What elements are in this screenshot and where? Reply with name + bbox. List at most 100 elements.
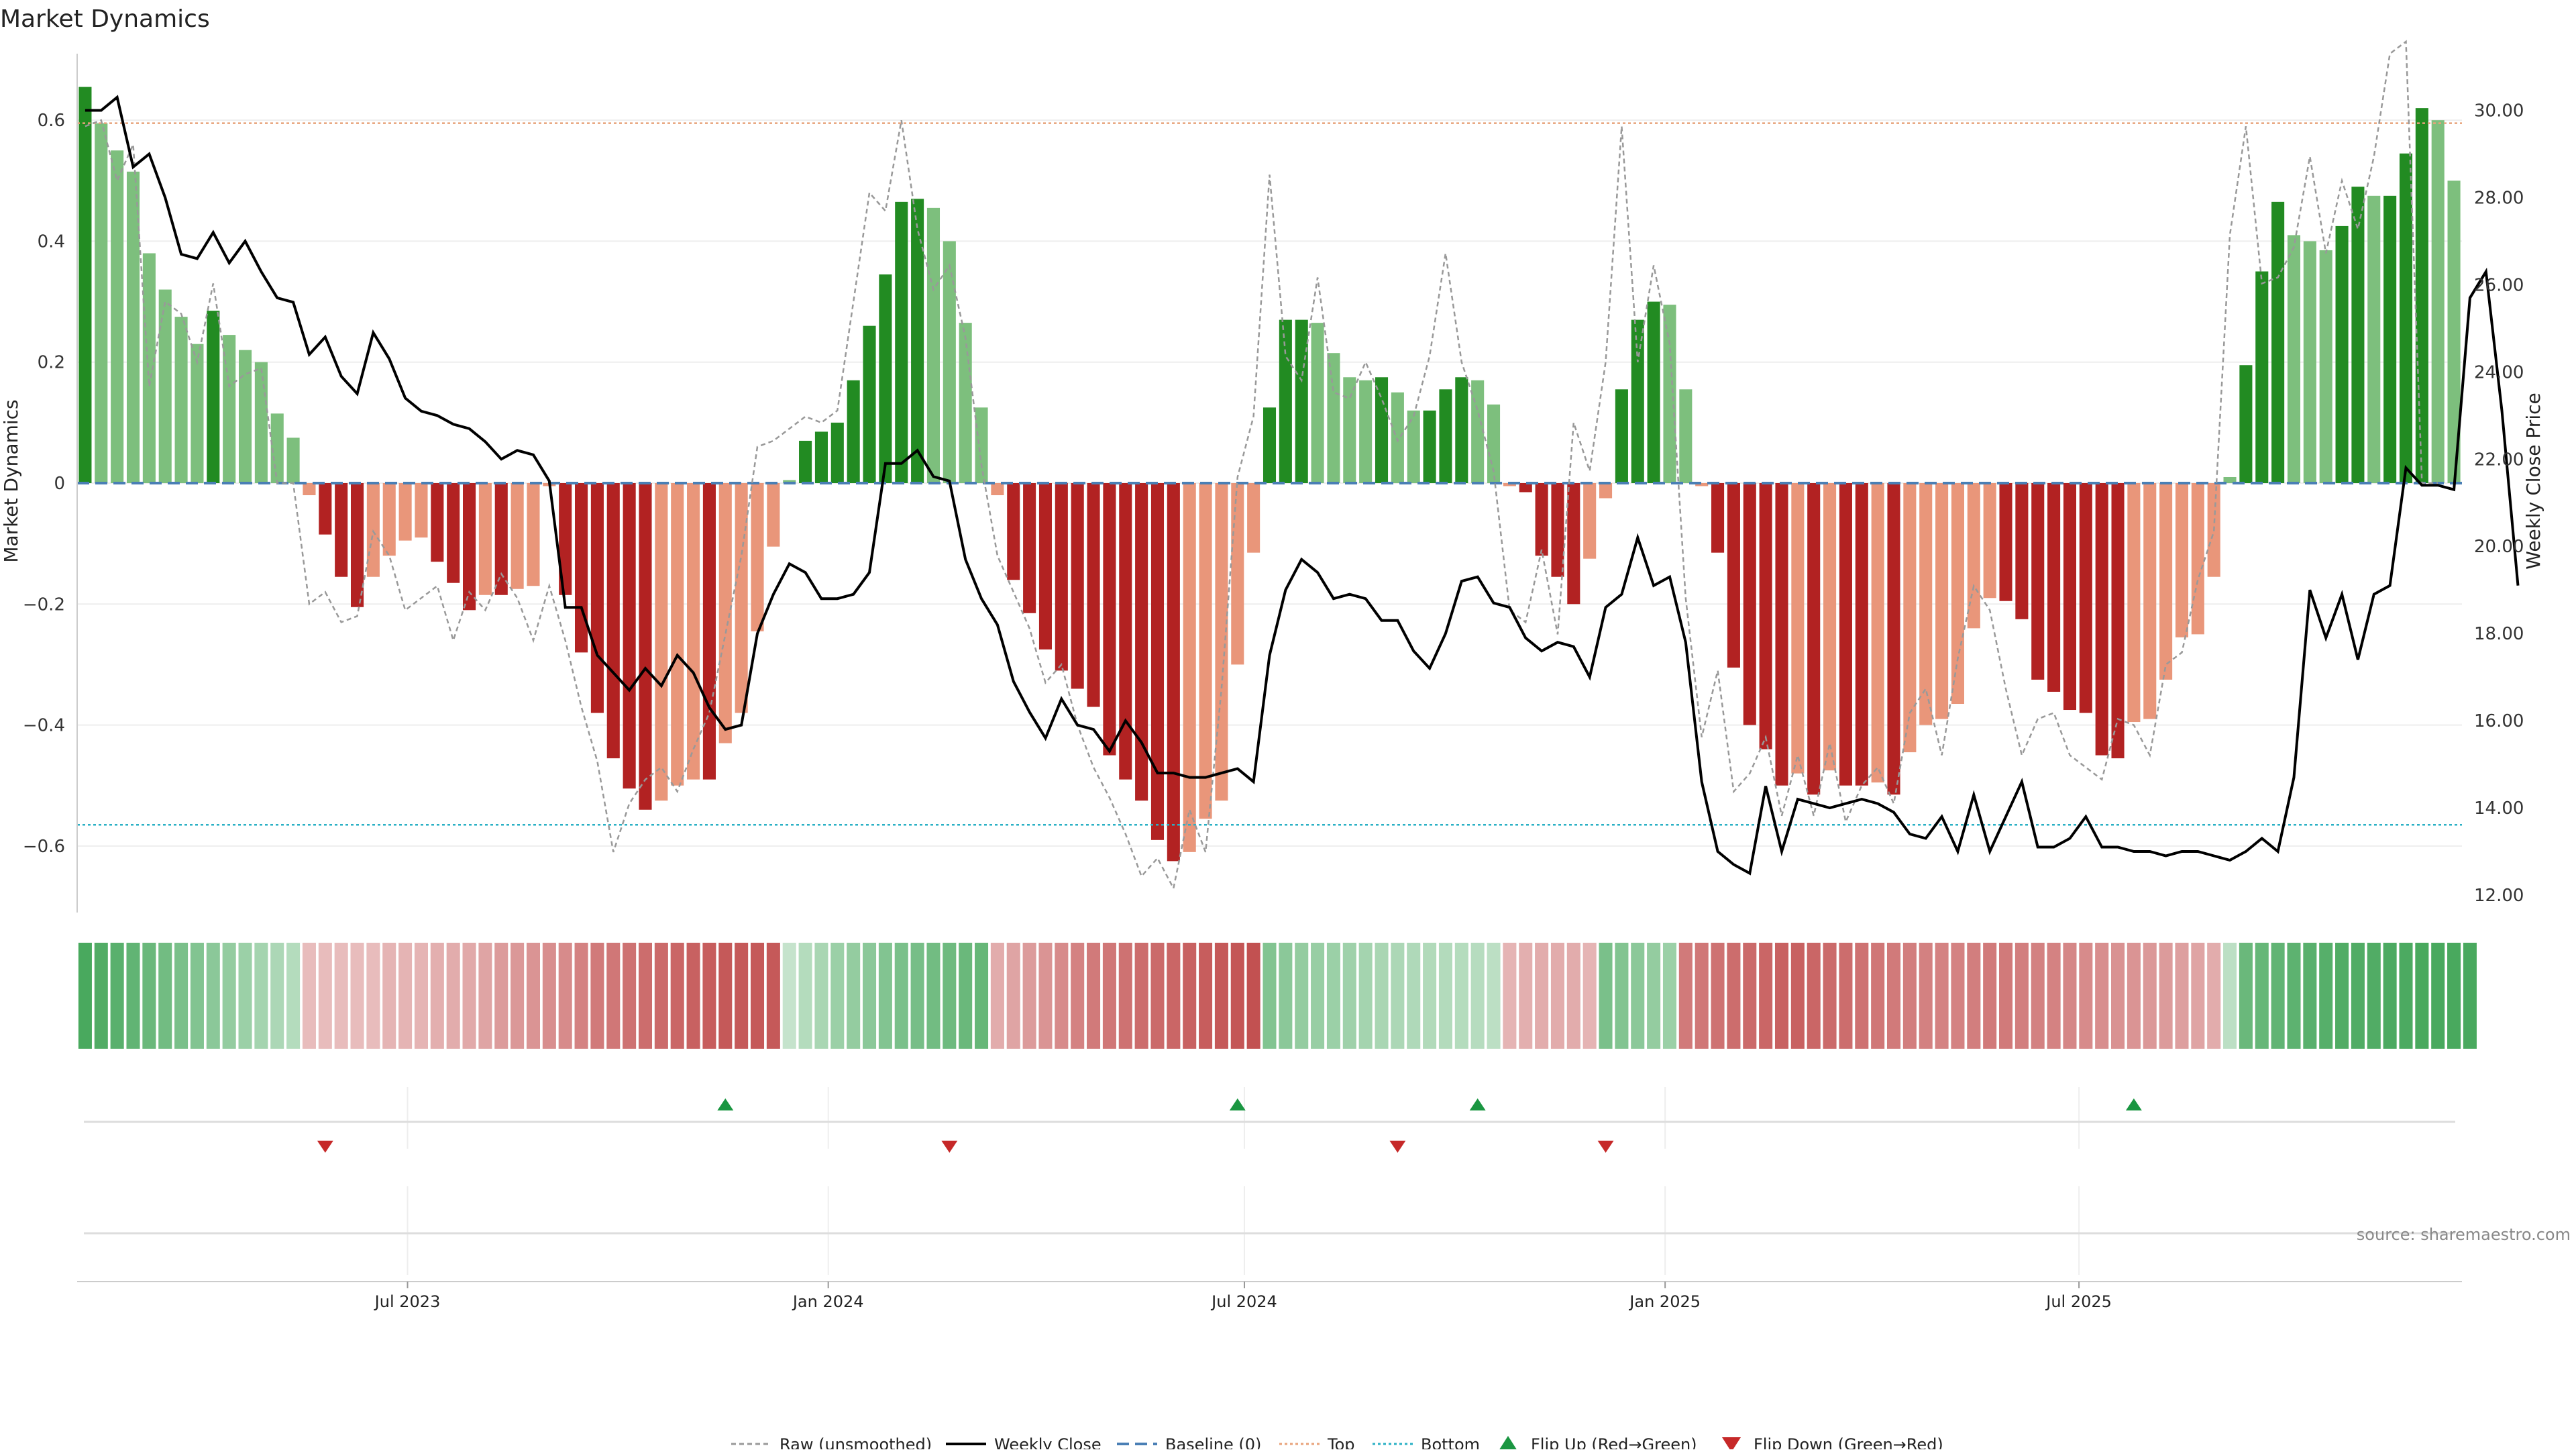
- bars-group: [78, 87, 2461, 862]
- strip-cell: [2143, 943, 2157, 1049]
- dynamics-bar: [847, 380, 860, 483]
- strip-cell: [222, 943, 236, 1049]
- strip-cell: [1407, 943, 1421, 1049]
- strip-cell: [878, 943, 892, 1049]
- dynamics-bar: [463, 483, 476, 611]
- strip-cell: [910, 943, 924, 1049]
- source-note: source: sharemaestro.com: [2357, 1225, 2571, 1244]
- strip-cell: [766, 943, 780, 1049]
- dynamics-bar: [1391, 392, 1404, 483]
- strip-cell: [2255, 943, 2269, 1049]
- y-tick-label: 0.4: [38, 231, 65, 252]
- dynamics-bar: [207, 311, 220, 483]
- legend-baseline-label: Baseline (0): [1165, 1435, 1261, 1449]
- dynamics-bar: [799, 440, 812, 483]
- dynamics-bar: [95, 123, 108, 483]
- dynamics-bar: [1519, 483, 1532, 492]
- strip-cell: [1118, 943, 1132, 1049]
- strip-cell: [2399, 943, 2413, 1049]
- y2-tick-label: 28.00: [2474, 188, 2524, 208]
- strip-cell: [1790, 943, 1805, 1049]
- strip-cell: [1230, 943, 1244, 1049]
- dynamics-bar: [879, 274, 892, 483]
- dynamics-bar: [1951, 483, 1964, 705]
- dynamics-bar: [2031, 483, 2045, 680]
- strip-cell: [334, 943, 348, 1049]
- dynamics-bar: [1791, 483, 1805, 774]
- dynamics-bar: [303, 483, 316, 496]
- dynamics-bar: [1311, 323, 1324, 483]
- y-tick-label: 0.2: [38, 353, 65, 373]
- dynamics-bar: [223, 335, 236, 483]
- strip-cell: [638, 943, 653, 1049]
- strip-cell: [286, 943, 301, 1049]
- strip-cell: [1454, 943, 1468, 1049]
- strip-cell: [606, 943, 621, 1049]
- dynamics-bar: [830, 422, 844, 483]
- dynamics-bar: [1711, 483, 1725, 553]
- dynamics-bar: [1487, 404, 1501, 483]
- legend-raw-label: Raw (unsmoothed): [780, 1435, 932, 1449]
- strip-cell: [1503, 943, 1517, 1049]
- dynamics-bar: [863, 325, 876, 483]
- dynamics-bar: [1903, 483, 1917, 753]
- dynamics-bar: [1199, 483, 1212, 819]
- strip-cell: [1246, 943, 1260, 1049]
- strip-cell: [2319, 943, 2333, 1049]
- strip-cell: [2271, 943, 2285, 1049]
- dynamics-bar: [639, 483, 652, 810]
- strip-cell: [1855, 943, 1869, 1049]
- strip-cell: [398, 943, 413, 1049]
- dynamics-bar: [2351, 187, 2365, 483]
- dynamics-bar: [191, 344, 204, 483]
- strip-cell: [78, 943, 92, 1049]
- y2-tick-label: 16.00: [2474, 711, 2524, 731]
- weekly-close-line: [85, 95, 2520, 876]
- legend-flip-up-marker: [1499, 1436, 1517, 1451]
- strip-cell: [2383, 943, 2397, 1049]
- dynamics-bar: [478, 483, 492, 595]
- strip-cell: [2303, 943, 2317, 1049]
- strip-cell: [302, 943, 316, 1049]
- dynamics-bar: [1471, 380, 1485, 483]
- dynamics-bar: [1119, 483, 1132, 780]
- strip-cell: [1134, 943, 1148, 1049]
- strip-cell: [1759, 943, 1773, 1049]
- strip-cell: [142, 943, 156, 1049]
- strip-cell: [190, 943, 204, 1049]
- dynamics-bar: [1887, 483, 1900, 795]
- x-tick-label: Jul 2024: [1210, 1292, 1277, 1311]
- strip-cell: [414, 943, 428, 1049]
- strip-cell: [2111, 943, 2125, 1049]
- dynamics-bar: [2191, 483, 2204, 635]
- strip-cell: [1391, 943, 1405, 1049]
- dynamics-bar: [2079, 483, 2092, 713]
- chart-title: Market Dynamics: [0, 5, 210, 33]
- flip-down-marker: [1389, 1141, 1406, 1153]
- strip-cell: [1727, 943, 1741, 1049]
- dynamics-bar: [350, 483, 364, 607]
- strip-cell: [894, 943, 908, 1049]
- dynamics-bar: [447, 483, 460, 583]
- strip-cell: [1566, 943, 1580, 1049]
- flip-down-marker: [317, 1141, 333, 1153]
- strip-cell: [926, 943, 941, 1049]
- strip-cell: [94, 943, 108, 1049]
- strip-cell: [1423, 943, 1437, 1049]
- x-tick-label: Jul 2023: [374, 1292, 441, 1311]
- strip-cell: [1358, 943, 1373, 1049]
- strip-cell: [975, 943, 989, 1049]
- dynamics-bar: [1999, 483, 2012, 601]
- strip-cell: [1743, 943, 1757, 1049]
- dynamics-bar: [959, 323, 972, 483]
- strip-cell: [526, 943, 541, 1049]
- strip-cell: [670, 943, 684, 1049]
- dynamics-bar: [1727, 483, 1740, 668]
- dynamics-bar: [2143, 483, 2157, 719]
- strip-cell: [511, 943, 525, 1049]
- flip-up-marker: [717, 1098, 734, 1110]
- dynamics-bar: [2335, 225, 2349, 483]
- flip-down-marker: [941, 1141, 958, 1153]
